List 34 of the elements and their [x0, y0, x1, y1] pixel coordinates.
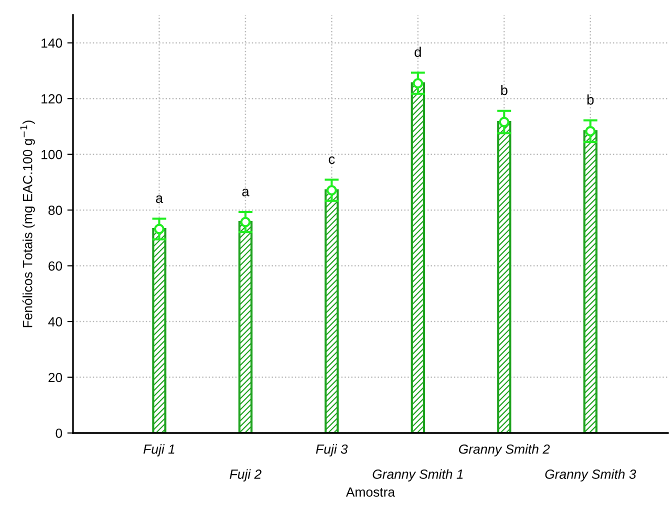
y-tick-label: 40: [48, 317, 62, 326]
point: [154, 224, 164, 234]
annotation: b: [587, 94, 594, 105]
x-tick-label: Fuji 2: [230, 469, 262, 482]
point: [498, 116, 510, 128]
x-tick-label: Granny Smith 2: [458, 444, 550, 456]
bar: [238, 221, 253, 433]
bar: [324, 189, 339, 433]
annotation: c: [328, 156, 335, 164]
point: [585, 126, 596, 136]
x-axis-title: Amostra: [346, 488, 396, 497]
y-axis-title: Fenólicos Totais (mg EAC.100 g$^{−1}$): [20, 120, 35, 328]
annotation: d: [414, 46, 421, 57]
y-tick-label: 0: [56, 428, 62, 438]
x-tick-label: Fuji 1: [144, 444, 174, 456]
annotation: b: [501, 84, 508, 96]
annotation: a: [242, 188, 250, 196]
y-tick-label: 120: [42, 94, 62, 104]
bar: [152, 228, 166, 433]
point: [240, 216, 251, 228]
y-tick-label: 140: [42, 38, 62, 48]
y-tick-label: 20: [48, 372, 62, 382]
bar: [497, 120, 512, 433]
annotation: a: [156, 195, 164, 203]
bar: [410, 82, 426, 433]
bar: [583, 130, 598, 433]
y-tick-label: 80: [48, 206, 62, 215]
x-tick-label: Granny Smith 3: [545, 469, 636, 482]
x-tick-label: Fuji 3: [316, 444, 348, 456]
y-tick-label: 60: [48, 261, 62, 271]
x-tick-label: Granny Smith 1: [372, 469, 463, 482]
point: [326, 185, 337, 196]
y-tick-label: 100: [42, 150, 62, 160]
point: [412, 78, 424, 88]
